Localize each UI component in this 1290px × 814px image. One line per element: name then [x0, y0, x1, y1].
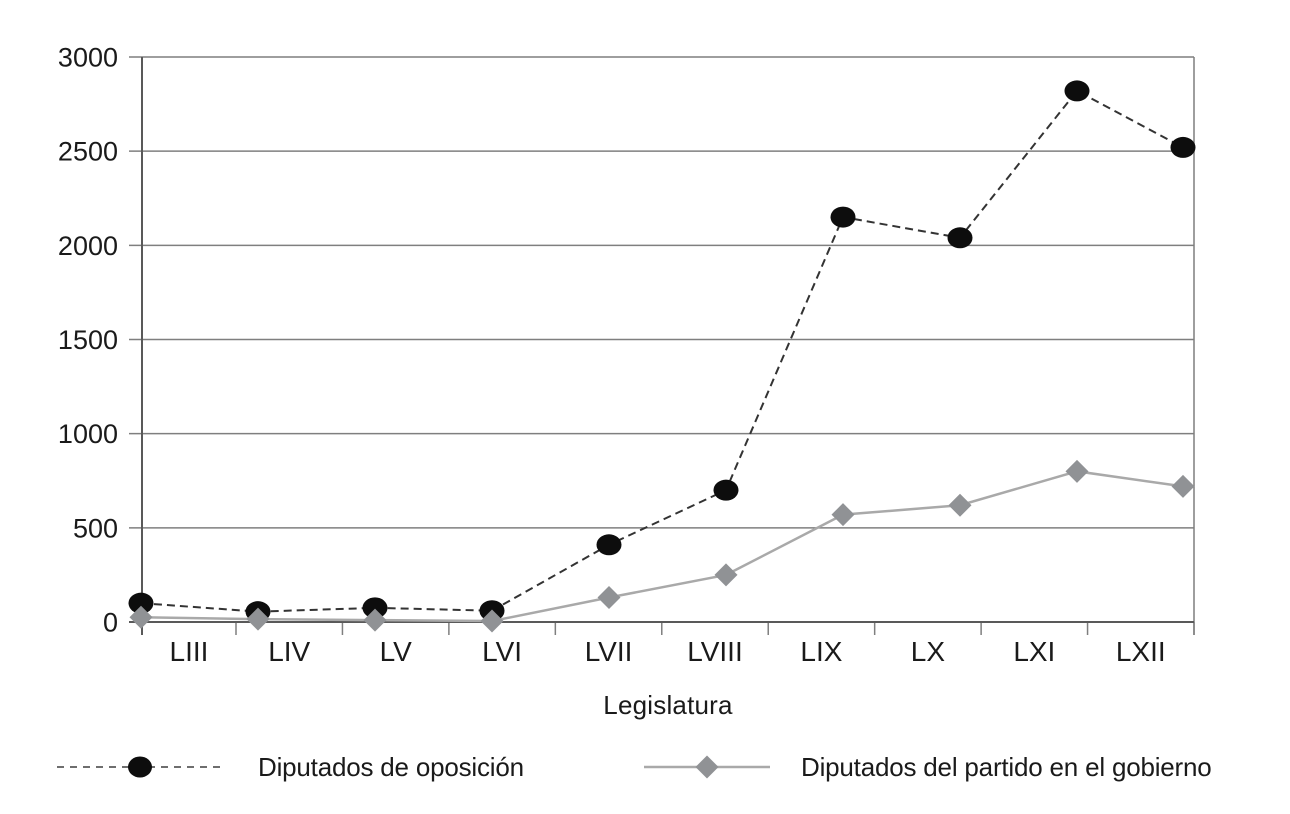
- x-tick-label: LIX: [800, 636, 842, 667]
- solid-line-diamond-marker-icon: [644, 755, 770, 779]
- data-point-diamond: [129, 605, 153, 629]
- x-tick-label: LVII: [585, 636, 633, 667]
- data-point-diamond: [1065, 459, 1089, 483]
- y-tick-label: 500: [73, 513, 118, 543]
- x-tick-label: LX: [911, 636, 946, 667]
- y-tick-label: 1500: [58, 325, 118, 355]
- legend-item-gobierno: Diputados del partido en el gobierno: [643, 748, 1212, 786]
- data-point-diamond: [831, 503, 855, 527]
- x-tick-label: LXI: [1013, 636, 1055, 667]
- x-tick-label: LXII: [1116, 636, 1166, 667]
- y-tick-label: 2500: [58, 137, 118, 167]
- y-tick-label: 0: [103, 608, 118, 638]
- line-chart: 0 500 1000 1500 2000 2500 3000 LIII LIV LV LVI LVII…: [58, 43, 1196, 667]
- legend: Diputados de oposición Diputados del par…: [0, 748, 1290, 788]
- data-point-diamond: [480, 609, 504, 633]
- x-tick-label: LVI: [482, 636, 522, 667]
- data-point-circle: [128, 592, 154, 614]
- x-tick-label: LVIII: [687, 636, 743, 667]
- x-axis-title: Legislatura: [603, 690, 733, 720]
- data-point-diamond: [948, 493, 972, 517]
- data-point-circle: [596, 534, 622, 556]
- data-point-circle: [830, 206, 856, 228]
- data-point-diamond: [714, 563, 738, 587]
- y-tick-label: 1000: [58, 419, 118, 449]
- y-tick-label: 2000: [58, 231, 118, 261]
- series-line-1: [140, 470, 1184, 623]
- legend-label-oposicion: Diputados de oposición: [258, 751, 524, 782]
- legend-label-gobierno: Diputados del partido en el gobierno: [801, 751, 1212, 782]
- data-point-diamond: [597, 586, 621, 610]
- x-tick-label: LIII: [170, 636, 209, 667]
- data-point-diamond: [246, 607, 270, 631]
- data-point-circle: [362, 597, 388, 619]
- data-point-diamond: [1171, 474, 1195, 498]
- legend-item-oposicion: Diputados de oposición: [56, 748, 524, 786]
- x-tick-label: LIV: [268, 636, 310, 667]
- data-point-circle: [947, 227, 973, 249]
- data-point-circle: [1170, 136, 1196, 158]
- data-point-diamond: [363, 608, 387, 632]
- dashed-line-circle-marker-icon: [57, 756, 223, 778]
- x-tick-label: LV: [380, 636, 412, 667]
- data-point-circle: [713, 479, 739, 501]
- series-line-0: [140, 89, 1184, 613]
- data-point-circle: [1064, 80, 1090, 102]
- y-tick-label: 3000: [58, 43, 118, 73]
